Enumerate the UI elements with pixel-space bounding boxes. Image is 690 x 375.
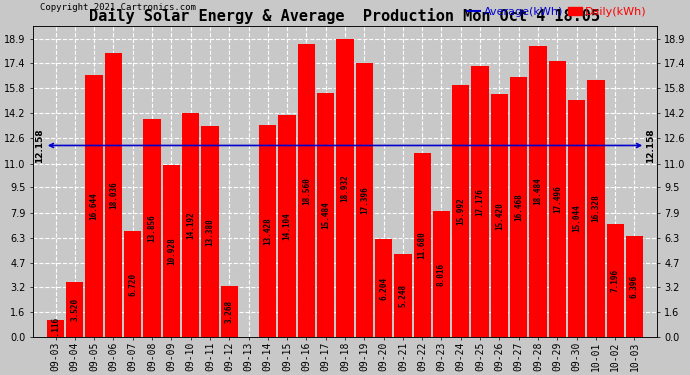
Bar xyxy=(105,53,122,337)
Text: 18.484: 18.484 xyxy=(533,178,542,206)
Text: 6.396: 6.396 xyxy=(630,275,639,298)
Bar xyxy=(336,39,354,337)
Bar xyxy=(510,78,527,337)
Bar xyxy=(163,165,180,337)
Bar xyxy=(221,286,238,337)
Bar xyxy=(297,45,315,337)
Text: Copyright 2021 Cartronics.com: Copyright 2021 Cartronics.com xyxy=(39,3,195,12)
Text: 11.680: 11.680 xyxy=(417,231,426,259)
Bar xyxy=(144,118,161,337)
Bar xyxy=(587,80,604,337)
Text: 6.204: 6.204 xyxy=(379,277,388,300)
Text: 16.328: 16.328 xyxy=(591,195,600,222)
Bar xyxy=(452,85,469,337)
Text: 3.268: 3.268 xyxy=(225,300,234,323)
Bar xyxy=(124,231,141,337)
Bar xyxy=(549,61,566,337)
Text: 13.380: 13.380 xyxy=(206,218,215,246)
Bar xyxy=(317,93,335,337)
Text: 3.520: 3.520 xyxy=(70,298,79,321)
Text: 13.856: 13.856 xyxy=(148,214,157,242)
Bar xyxy=(201,126,219,337)
Text: 15.992: 15.992 xyxy=(456,197,465,225)
Legend: Average(kWh), Daily(kWh): Average(kWh), Daily(kWh) xyxy=(462,2,651,21)
Bar xyxy=(394,255,411,337)
Text: 16.644: 16.644 xyxy=(90,192,99,220)
Bar xyxy=(413,153,431,337)
Text: 13.428: 13.428 xyxy=(264,217,273,245)
Bar xyxy=(355,63,373,337)
Text: 8.016: 8.016 xyxy=(437,262,446,286)
Text: 12.158: 12.158 xyxy=(35,128,44,163)
Text: 15.420: 15.420 xyxy=(495,202,504,229)
Bar xyxy=(279,115,296,337)
Text: 16.468: 16.468 xyxy=(514,194,523,221)
Bar xyxy=(47,320,64,337)
Bar xyxy=(182,113,199,337)
Bar xyxy=(66,282,83,337)
Bar xyxy=(433,211,450,337)
Text: 14.104: 14.104 xyxy=(283,212,292,240)
Title: Daily Solar Energy & Average  Production Mon Oct 4 18:05: Daily Solar Energy & Average Production … xyxy=(90,8,600,24)
Text: 18.560: 18.560 xyxy=(302,177,311,205)
Text: 15.044: 15.044 xyxy=(572,205,581,232)
Text: 14.192: 14.192 xyxy=(186,211,195,239)
Bar xyxy=(529,46,546,337)
Bar xyxy=(568,100,585,337)
Text: 17.496: 17.496 xyxy=(553,185,562,213)
Text: 7.196: 7.196 xyxy=(611,269,620,292)
Text: 10.928: 10.928 xyxy=(167,237,176,265)
Bar xyxy=(491,94,508,337)
Bar xyxy=(626,236,643,337)
Bar xyxy=(86,75,103,337)
Bar xyxy=(471,66,489,337)
Bar xyxy=(259,125,277,337)
Text: 1.116: 1.116 xyxy=(51,317,60,340)
Text: 17.176: 17.176 xyxy=(475,188,484,216)
Bar xyxy=(375,239,393,337)
Bar xyxy=(607,224,624,337)
Text: 18.036: 18.036 xyxy=(109,181,118,209)
Text: 15.484: 15.484 xyxy=(322,201,331,229)
Text: 6.720: 6.720 xyxy=(128,273,137,296)
Text: 18.932: 18.932 xyxy=(340,174,350,202)
Text: 17.396: 17.396 xyxy=(359,186,368,214)
Text: 12.158: 12.158 xyxy=(646,128,655,163)
Text: 5.248: 5.248 xyxy=(398,284,407,308)
